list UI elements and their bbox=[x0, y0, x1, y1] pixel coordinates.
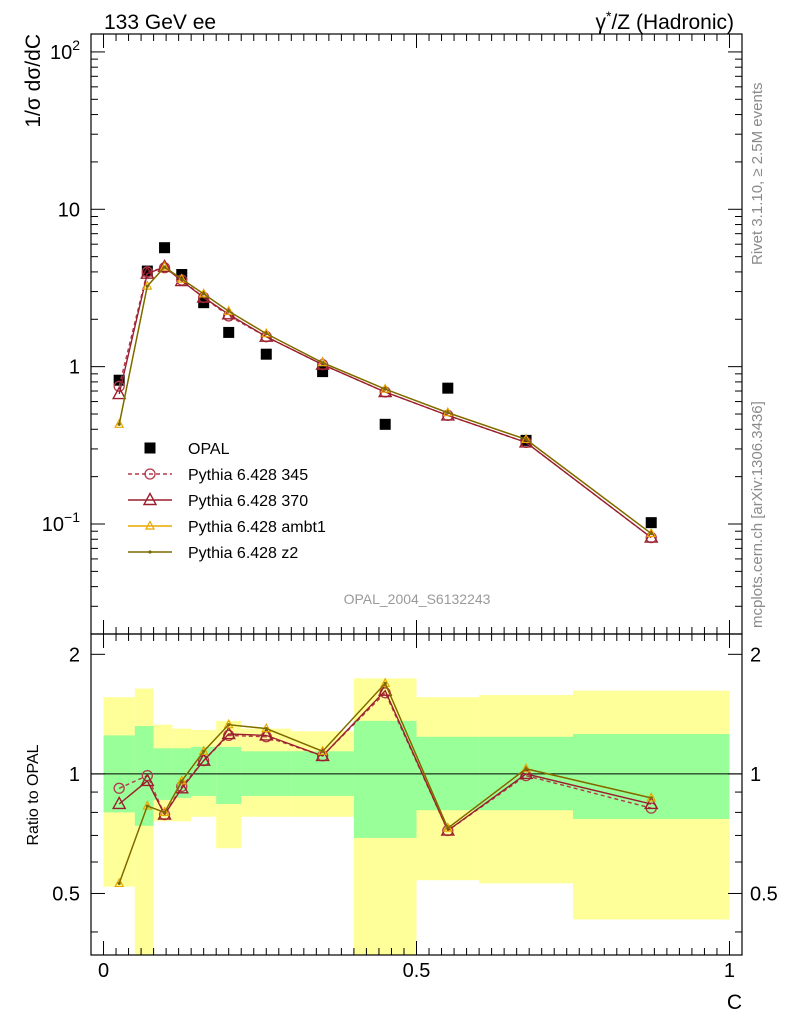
plot-frame bbox=[90, 33, 743, 635]
point-data bbox=[317, 366, 329, 378]
header-left: 133 GeV ee bbox=[104, 11, 216, 34]
legend-label: Pythia 6.428 z2 bbox=[188, 545, 298, 562]
point-z2 bbox=[145, 804, 149, 808]
legend: OPAL Pythia 6.428 345 Pythia 6.428 370 Pyth… bbox=[128, 441, 326, 562]
legend-marker-data bbox=[144, 442, 156, 454]
band-inner bbox=[572, 734, 730, 819]
point-z2 bbox=[180, 277, 184, 281]
y-tick-label-right: 0.5 bbox=[750, 883, 778, 905]
legend-marker-z2 bbox=[148, 550, 152, 554]
point-p370 bbox=[259, 727, 274, 741]
watermark: OPAL_2004_S6132243 bbox=[344, 591, 491, 607]
y-tick-label-right: 2 bbox=[750, 644, 761, 666]
point-ambt1 bbox=[114, 418, 125, 428]
point-data bbox=[442, 382, 454, 394]
y-tick-label: 10 bbox=[58, 199, 80, 221]
series-line-p370 bbox=[118, 689, 652, 832]
point-p370 bbox=[518, 765, 534, 780]
point-ambt1 bbox=[114, 877, 125, 888]
x-axis-label: C bbox=[727, 991, 742, 1014]
point-z2 bbox=[649, 796, 653, 800]
point-ambt1 bbox=[176, 775, 187, 785]
band-inner bbox=[216, 746, 242, 804]
point-z2 bbox=[202, 749, 206, 753]
point-z2 bbox=[145, 284, 149, 288]
point-p370 bbox=[111, 386, 127, 400]
point-ambt1 bbox=[142, 800, 153, 810]
y-tick-label: 102 bbox=[50, 37, 80, 64]
point-p370 bbox=[221, 726, 236, 740]
y-axis-label: 1/σ dσ/dC bbox=[22, 34, 45, 128]
point-p370 bbox=[140, 265, 155, 279]
x-tick-label: 0.5 bbox=[403, 960, 431, 982]
point-p370 bbox=[644, 796, 659, 810]
legend-label: OPAL bbox=[188, 441, 230, 458]
point-data bbox=[141, 265, 153, 277]
point-data bbox=[260, 348, 272, 360]
point-data bbox=[113, 374, 125, 386]
point-z2 bbox=[227, 723, 231, 727]
y-tick-label: 1 bbox=[69, 357, 80, 379]
y-tick-label: 1 bbox=[69, 764, 80, 786]
point-z2 bbox=[162, 810, 167, 814]
point-ambt1 bbox=[521, 763, 532, 773]
legend-label: Pythia 6.428 370 bbox=[188, 493, 308, 510]
point-z2 bbox=[202, 292, 206, 296]
point-z2 bbox=[264, 727, 268, 731]
legend-marker-p345 bbox=[144, 468, 156, 480]
ratio-plot: 0.5 0.5 1 1 2 2 Ratio to OPAL 0 0.5 1 C bbox=[25, 633, 778, 1014]
point-data bbox=[645, 517, 657, 529]
point-data bbox=[379, 418, 391, 430]
point-z2 bbox=[117, 422, 121, 426]
point-z2 bbox=[446, 826, 450, 830]
point-p370 bbox=[140, 772, 155, 787]
y-tick-label: 0.5 bbox=[52, 883, 80, 905]
x-tick-label: 1 bbox=[724, 960, 735, 982]
series-line-z2 bbox=[118, 682, 652, 884]
point-z2 bbox=[180, 779, 184, 783]
point-z2 bbox=[264, 332, 268, 336]
rivet-label: Rivet 3.1.10, ≥ 2.5M events bbox=[749, 83, 766, 266]
y-tick-label: 10−1 bbox=[42, 509, 80, 536]
point-p370 bbox=[315, 747, 330, 762]
point-z2 bbox=[383, 387, 387, 391]
point-p345 bbox=[113, 782, 125, 794]
point-z2 bbox=[227, 309, 231, 313]
point-data bbox=[223, 326, 235, 338]
ratio-frame bbox=[90, 633, 743, 956]
legend-marker-p370 bbox=[142, 492, 158, 506]
series-line-z2 bbox=[118, 266, 652, 535]
point-z2 bbox=[446, 411, 450, 415]
point-z2 bbox=[117, 881, 121, 886]
point-ambt1 bbox=[223, 718, 234, 729]
point-z2 bbox=[649, 531, 653, 536]
point-p370 bbox=[196, 752, 211, 766]
ratio-axis-label: Ratio to OPAL bbox=[25, 744, 42, 845]
point-ambt1 bbox=[159, 261, 170, 271]
legend-marker-ambt1 bbox=[145, 520, 155, 530]
point-ambt1 bbox=[380, 677, 391, 687]
x-tick-label: 0 bbox=[98, 960, 109, 982]
point-data bbox=[159, 242, 171, 254]
point-ambt1 bbox=[198, 745, 209, 755]
point-z2 bbox=[162, 265, 167, 269]
y-tick-label: 2 bbox=[69, 644, 80, 666]
mcplots-label: mcplots.cern.ch [arXiv:1306.3436] bbox=[749, 401, 766, 628]
header-right: γ*/Z (Hadronic) bbox=[596, 8, 734, 34]
point-z2 bbox=[524, 767, 528, 771]
point-z2 bbox=[524, 437, 528, 441]
point-p370 bbox=[157, 259, 172, 273]
point-z2 bbox=[383, 681, 387, 685]
point-p370 bbox=[111, 796, 127, 810]
point-z2 bbox=[321, 749, 325, 753]
y-tick-label-right: 1 bbox=[750, 764, 761, 786]
legend-label: Pythia 6.428 345 bbox=[188, 467, 308, 484]
point-z2 bbox=[321, 361, 325, 365]
legend-label: Pythia 6.428 ambt1 bbox=[188, 519, 326, 536]
band-inner bbox=[134, 725, 154, 826]
